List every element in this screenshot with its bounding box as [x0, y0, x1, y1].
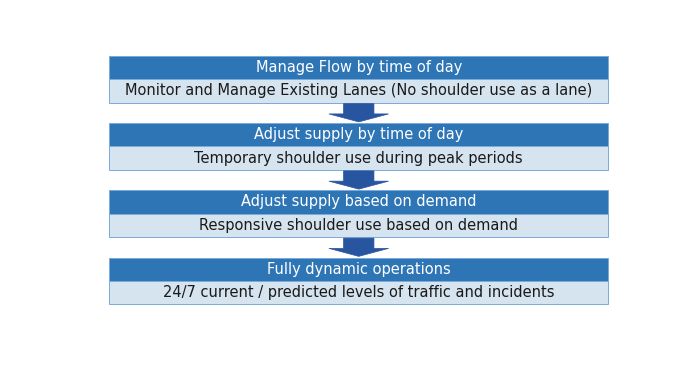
Polygon shape: [329, 104, 389, 122]
Text: 24/7 current / predicted levels of traffic and incidents: 24/7 current / predicted levels of traff…: [163, 285, 554, 300]
Text: Manage Flow by time of day: Manage Flow by time of day: [256, 60, 462, 75]
Text: Responsive shoulder use based on demand: Responsive shoulder use based on demand: [199, 218, 518, 233]
FancyBboxPatch shape: [109, 258, 608, 281]
FancyBboxPatch shape: [109, 123, 608, 147]
Text: Adjust supply based on demand: Adjust supply based on demand: [241, 195, 477, 209]
Polygon shape: [329, 238, 389, 256]
Text: Monitor and Manage Existing Lanes (No shoulder use as a lane): Monitor and Manage Existing Lanes (No sh…: [125, 83, 592, 98]
Polygon shape: [329, 171, 389, 189]
Text: Temporary shoulder use during peak periods: Temporary shoulder use during peak perio…: [195, 151, 523, 166]
FancyBboxPatch shape: [109, 281, 608, 304]
FancyBboxPatch shape: [109, 56, 608, 79]
Text: Adjust supply by time of day: Adjust supply by time of day: [254, 127, 463, 142]
FancyBboxPatch shape: [109, 79, 608, 102]
FancyBboxPatch shape: [109, 213, 608, 237]
FancyBboxPatch shape: [109, 147, 608, 170]
FancyBboxPatch shape: [109, 190, 608, 213]
Text: Fully dynamic operations: Fully dynamic operations: [267, 262, 451, 277]
